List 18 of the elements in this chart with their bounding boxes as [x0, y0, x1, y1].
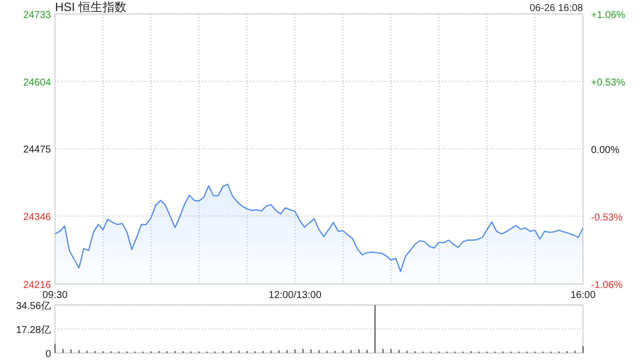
y2-tick-label: +1.06%	[591, 10, 626, 21]
y-tick-label: 0	[45, 349, 52, 360]
y2-tick-label: 0.00%	[591, 145, 620, 156]
y-tick-label: 34.56亿	[16, 301, 51, 312]
chart-title: HSI 恒生指数	[55, 0, 126, 14]
x-tick-label: 09:30	[42, 290, 68, 301]
text: 06-26 16:08	[530, 3, 584, 14]
y-tick-label: 17.28亿	[16, 325, 51, 336]
y2-tick-label: -1.06%	[591, 280, 623, 291]
y-tick-label: 24216	[23, 280, 52, 291]
y-tick-label: 24346	[23, 212, 52, 224]
y-tick-label: 24733	[23, 10, 52, 21]
y2-tick-label: -0.53%	[591, 212, 623, 224]
y-tick-label: 24604	[23, 77, 52, 88]
x-tick-label: 12:00/13:00	[268, 290, 322, 301]
y-tick-label: 24475	[23, 144, 52, 156]
y2-tick-label: +0.53%	[591, 78, 626, 88]
x-tick-label: 16:00	[570, 290, 596, 301]
